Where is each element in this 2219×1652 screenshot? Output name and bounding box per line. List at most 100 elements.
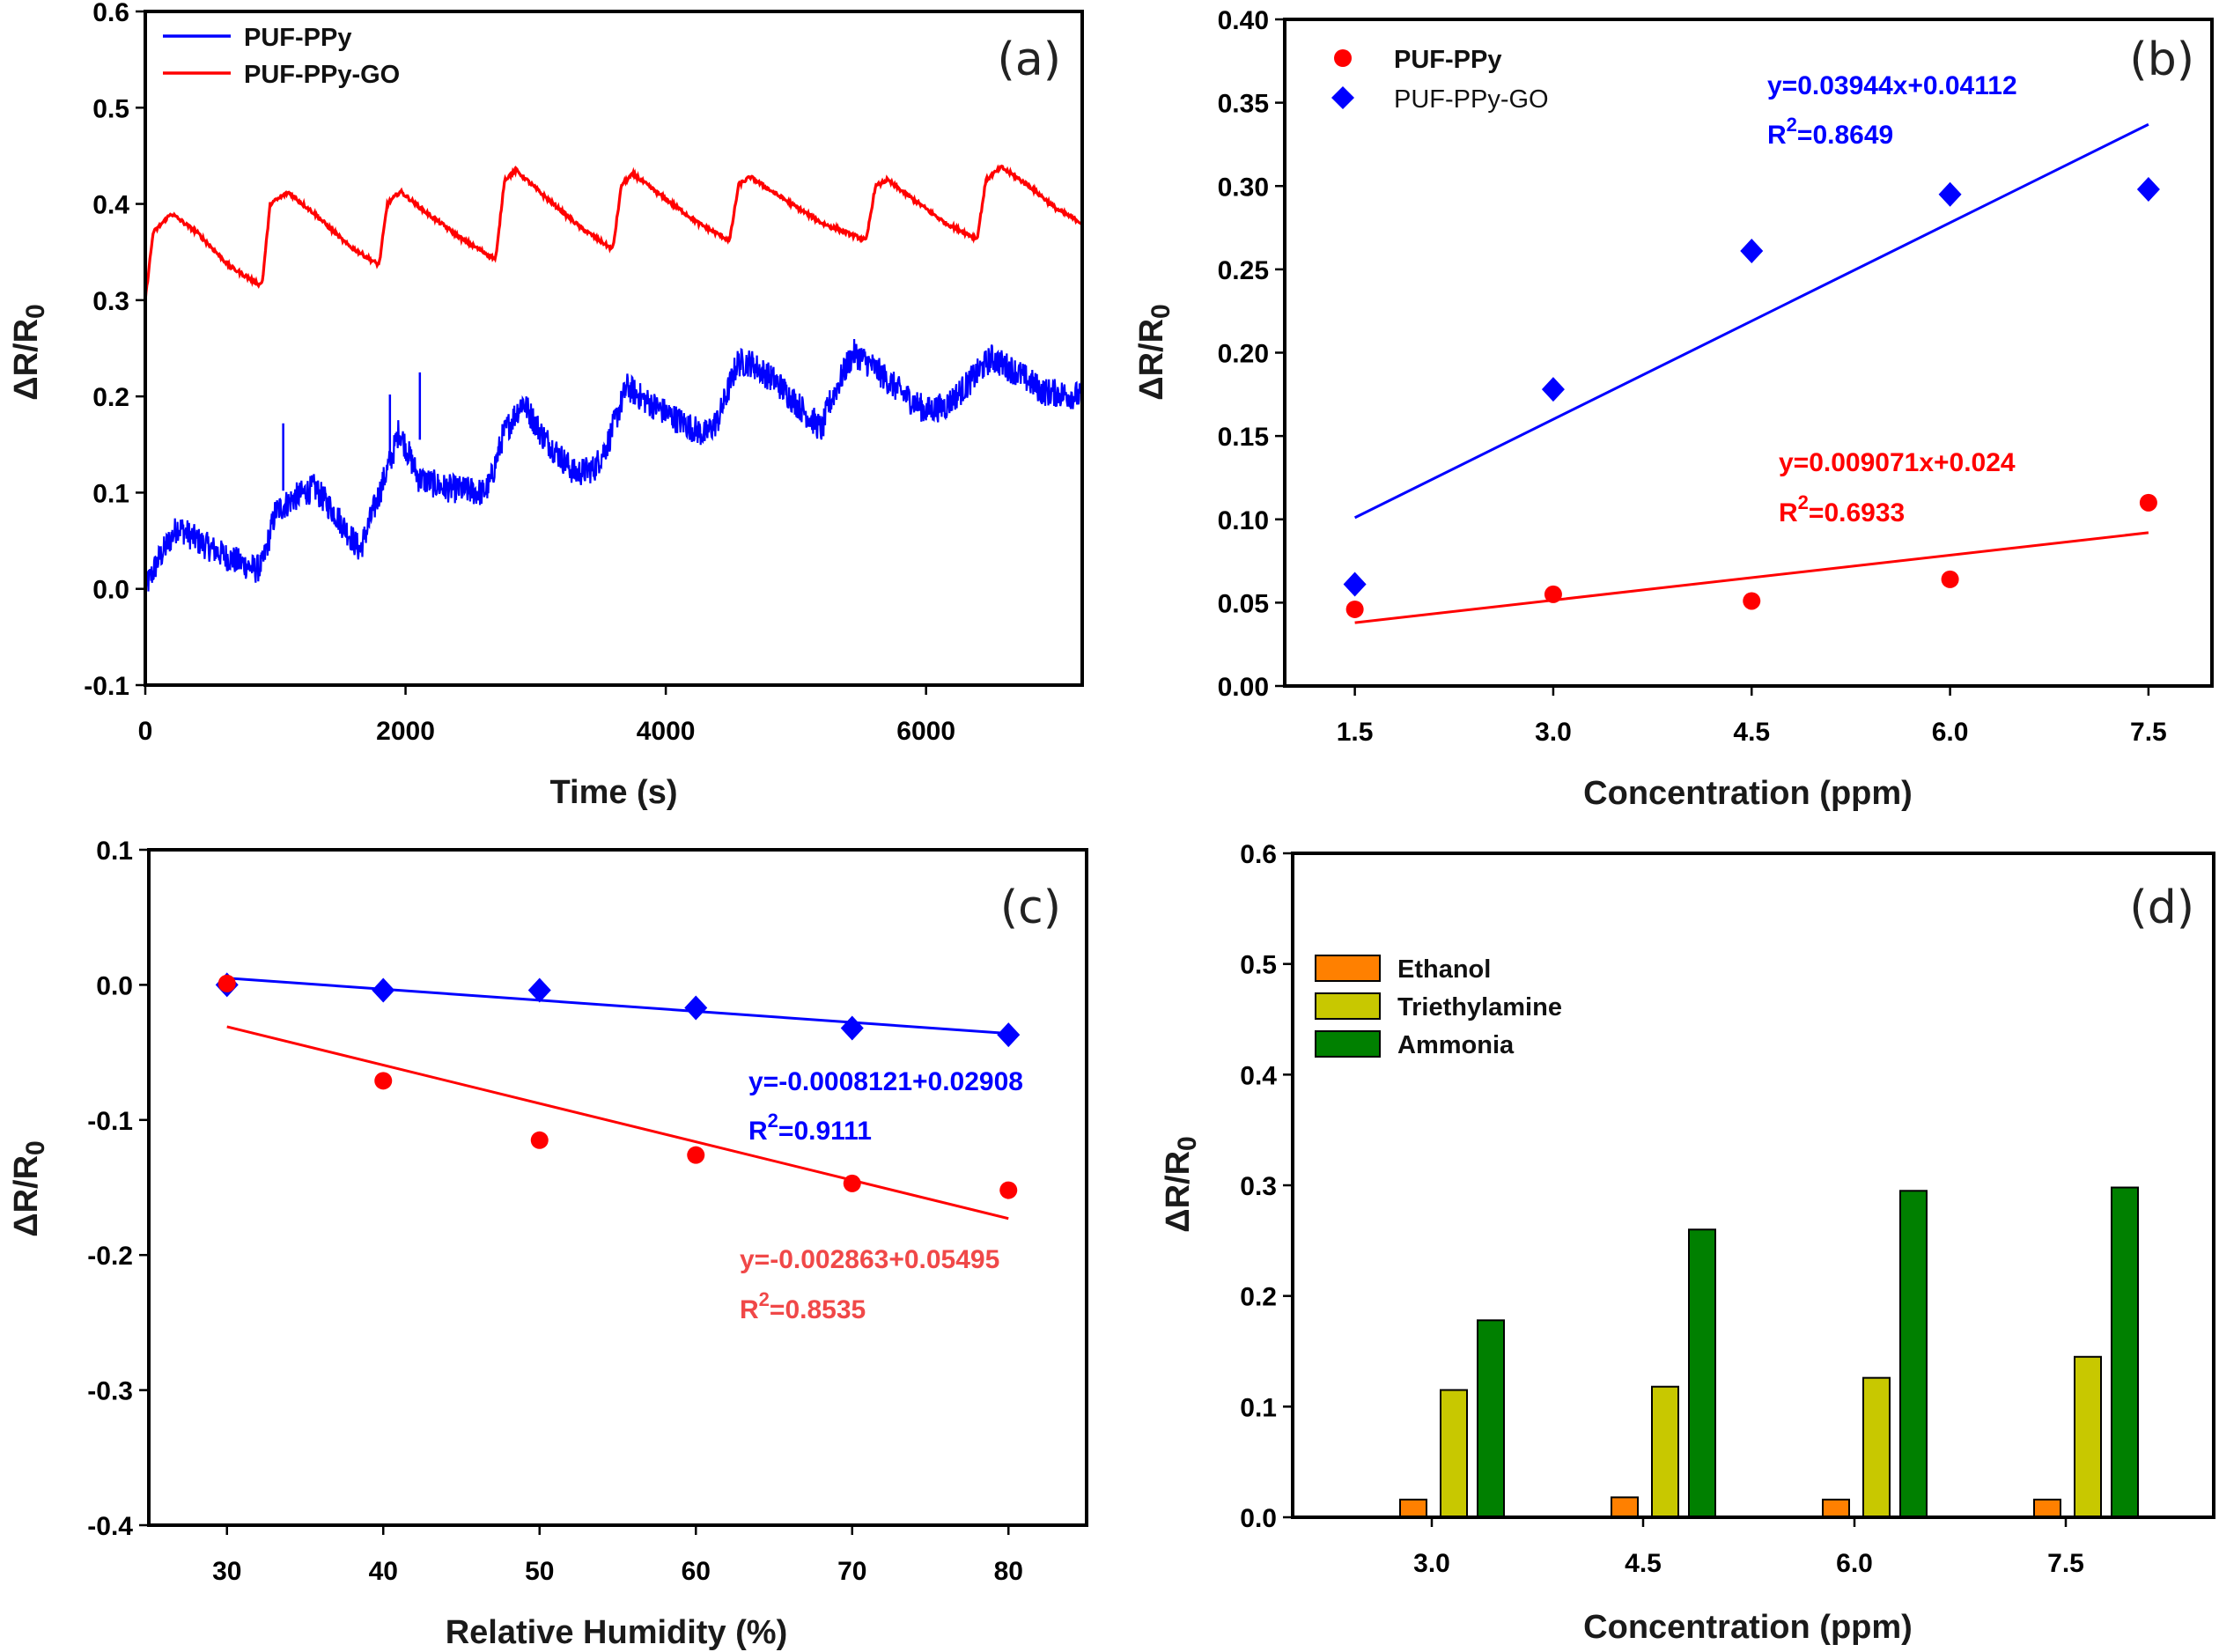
series-line-puf-ppy-go: [144, 164, 1084, 302]
legend-label-puf-ppy: PUF-PPy: [1394, 46, 1501, 74]
data-point-puf-ppy-go: [2136, 177, 2160, 203]
y-tick-label: 0.4: [92, 191, 129, 220]
bar-ammonia: [2111, 1186, 2139, 1518]
y-tick-label: 0.30: [1218, 173, 1269, 202]
panel-b-concentration-response: 0.00 0.05 0.10 0.15 0.20 0.25 0.30 0.35 0.40 1.5 3…: [1133, 6, 2214, 812]
legend-label-puf-ppy: PUF-PPy: [244, 24, 351, 52]
panel-a-time-response: -0.1 0.0 0.1 0.2 0.3 0.4 0.5 0.6 0 2000 4000 6000 T…: [8, 0, 1084, 811]
fit-line-puf-ppy-go: [226, 977, 1009, 1036]
y-tick-label: -0.3: [87, 1377, 133, 1406]
x-tick-label: 0: [138, 717, 153, 746]
x-tick-label: 1.5: [1337, 718, 1374, 747]
panel-b-x-axis-title: Concentration (ppm): [1583, 775, 1913, 812]
panel-c-y-axis-title: ΔR/R0: [8, 1140, 50, 1236]
panel-a-x-axis-title: Time (s): [549, 774, 677, 811]
panel-a-frame: [144, 10, 1084, 687]
bar-ammonia: [1477, 1319, 1505, 1519]
x-tick-label: 50: [525, 1557, 554, 1586]
y-tick-label: 0.0: [96, 971, 133, 1000]
data-point-puf-ppy-go: [527, 977, 551, 1003]
data-point-puf-ppy-go: [372, 977, 395, 1003]
fit-line-puf-ppy: [226, 1025, 1009, 1221]
legend-swatch-triethylamine: [1315, 992, 1381, 1020]
x-tick-label: 4000: [637, 717, 696, 746]
panel-c-ticks: -0.4 -0.3 -0.2 -0.1 0.0 0.1 30 40 50 60 70 80: [87, 837, 1023, 1586]
y-tick-label: 0.40: [1218, 6, 1269, 35]
fit-r2-puf-ppy: R2=0.8535: [740, 1288, 866, 1324]
y-tick-label: 0.5: [92, 94, 129, 123]
x-tick-label: 6000: [896, 717, 955, 746]
y-tick-label: 0.35: [1218, 90, 1269, 119]
x-tick-label: 4.5: [1625, 1549, 1662, 1578]
data-point-puf-ppy-go: [684, 995, 708, 1021]
legend-marker-puf-ppy: [1334, 49, 1352, 67]
x-tick-label: 2000: [376, 717, 435, 746]
panel-b-plot-area: [1343, 122, 2160, 624]
bar-ammonia: [1688, 1228, 1716, 1519]
x-tick-label: 60: [682, 1557, 711, 1586]
panel-d-label: (d): [2129, 881, 2194, 934]
legend-marker-puf-ppy-go: [1331, 86, 1354, 109]
panel-c-x-axis-title: Relative Humidity (%): [446, 1614, 788, 1651]
y-tick-label: 0.1: [1240, 1393, 1277, 1422]
y-tick-label: -0.1: [84, 672, 129, 701]
fit-equation-puf-ppy: y=-0.002863+0.05495: [740, 1245, 999, 1274]
bar-triethylamine: [1862, 1376, 1891, 1519]
panel-d-legend: Ethanol Triethylamine Ammonia: [1315, 955, 1562, 1059]
panel-a-legend: PUF-PPy PUF-PPy-GO: [163, 24, 400, 89]
series-line-puf-ppy: [144, 338, 1084, 594]
fit-r2-puf-ppy-go: R2=0.8649: [1767, 114, 1893, 150]
fit-r2-puf-ppy-go: R2=0.9111: [748, 1110, 872, 1146]
y-tick-label: 0.5: [1240, 951, 1277, 980]
y-tick-label: 0.05: [1218, 589, 1269, 618]
x-tick-label: 70: [837, 1557, 866, 1586]
y-tick-label: 0.15: [1218, 423, 1269, 452]
x-tick-label: 3.0: [1535, 718, 1572, 747]
legend-label-puf-ppy-go: PUF-PPy-GO: [244, 61, 400, 89]
legend-label-triethylamine: Triethylamine: [1397, 993, 1562, 1021]
panel-d-y-axis-title: ΔR/R0: [1160, 1136, 1202, 1232]
x-tick-label: 3.0: [1413, 1549, 1450, 1578]
y-tick-label: 0.1: [96, 837, 133, 866]
data-point-puf-ppy: [530, 1131, 549, 1149]
data-point-puf-ppy: [843, 1174, 861, 1192]
bar-ammonia: [1899, 1190, 1928, 1518]
panel-c-fit-annotation-go: y=-0.0008121+0.02908 R2=0.9111: [748, 1067, 1023, 1146]
y-tick-label: -0.2: [87, 1242, 133, 1271]
panel-a-y-axis-title: ΔR/R0: [8, 304, 50, 400]
x-tick-label: 6.0: [1836, 1549, 1873, 1578]
panel-b-legend: PUF-PPy PUF-PPy-GO: [1331, 46, 1549, 114]
bar-triethylamine: [1651, 1385, 1679, 1519]
x-tick-label: 7.5: [2130, 718, 2167, 747]
legend-swatch-ammonia: [1315, 1030, 1381, 1058]
legend-label-puf-ppy-go: PUF-PPy-GO: [1394, 85, 1549, 114]
y-tick-label: 0.10: [1218, 506, 1269, 535]
data-point-puf-ppy: [1345, 600, 1364, 618]
panel-a-label: (a): [998, 33, 1061, 86]
data-point-puf-ppy-go: [1938, 181, 1962, 207]
y-tick-label: 0.1: [92, 479, 129, 508]
legend-label-ethanol: Ethanol: [1397, 955, 1491, 984]
y-tick-label: 0.2: [92, 383, 129, 412]
legend-label-ammonia: Ammonia: [1397, 1031, 1515, 1059]
y-tick-label: 0.0: [92, 576, 129, 605]
y-tick-label: 0.6: [92, 0, 129, 27]
y-tick-label: 0.2: [1240, 1283, 1277, 1312]
x-tick-label: 6.0: [1932, 718, 1969, 747]
panel-a-ticks: -0.1 0.0 0.1 0.2 0.3 0.4 0.5 0.6 0 2000 4000 6000: [84, 0, 955, 746]
fit-line-puf-ppy-go: [1353, 122, 2149, 520]
data-point-puf-ppy: [217, 974, 236, 992]
panel-d-x-axis-title: Concentration (ppm): [1583, 1609, 1913, 1646]
panel-d-plot-area: [1399, 1186, 2139, 1519]
fit-equation-puf-ppy: y=0.009071x+0.024: [1779, 448, 2016, 477]
panel-d-selectivity: 0.0 0.1 0.2 0.3 0.4 0.5 0.6 3.0 4.5 6.0 7.5 Concen…: [1160, 840, 2215, 1646]
fit-r2-puf-ppy: R2=0.6933: [1779, 491, 1905, 527]
data-point-puf-ppy: [1743, 592, 1761, 610]
y-tick-label: -0.4: [87, 1512, 133, 1541]
panel-c-plot-area: [215, 972, 1021, 1221]
panel-b-y-axis-title: ΔR/R0: [1133, 304, 1176, 400]
y-tick-label: 0.6: [1240, 840, 1277, 869]
x-tick-label: 80: [994, 1557, 1023, 1586]
panel-b-fit-annotation-go: y=0.03944x+0.04112 R2=0.8649: [1767, 71, 2017, 150]
